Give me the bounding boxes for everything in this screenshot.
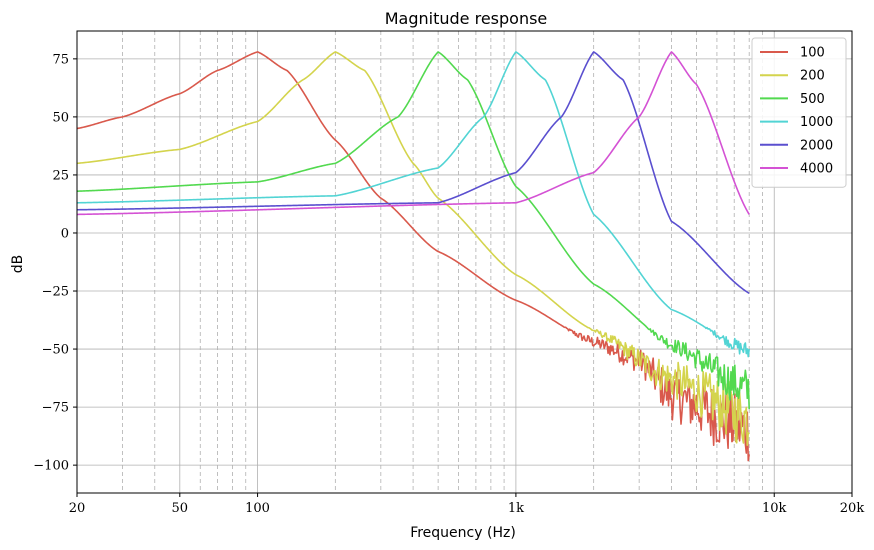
y-tick-label: 50 <box>52 110 69 125</box>
legend-label: 4000 <box>800 162 833 177</box>
y-tick-label: −25 <box>42 285 69 300</box>
x-tick-label: 1k <box>508 501 524 516</box>
legend: 100 200 500 1000 2000 4000 <box>751 37 847 188</box>
y-tick-label: −100 <box>33 459 69 474</box>
y-tick-label: 75 <box>52 52 69 67</box>
chart-title: Magnitude response <box>385 9 548 28</box>
y-axis-label: dB <box>10 255 26 274</box>
series-line-2000 <box>77 51 750 295</box>
legend-label: 1000 <box>800 115 833 130</box>
legend-label: 2000 <box>800 138 833 153</box>
legend-label: 500 <box>800 92 825 107</box>
legend-label: 100 <box>800 46 825 61</box>
x-tick-label: 50 <box>172 501 189 516</box>
y-tick-label: 25 <box>52 168 69 183</box>
series-line-4000 <box>77 51 750 216</box>
series-line-1000 <box>77 51 750 358</box>
series-line-500 <box>77 51 750 410</box>
x-tick-label: 10k <box>762 501 787 516</box>
series-layer <box>77 51 750 462</box>
y-tick-label: −50 <box>42 343 69 358</box>
legend-label: 200 <box>800 69 825 84</box>
x-tick-label: 20 <box>69 501 86 516</box>
y-tick-label: −75 <box>42 401 69 416</box>
series-line-200 <box>77 51 750 447</box>
plot-frame <box>76 30 853 494</box>
x-tick-label: 20k <box>840 501 865 516</box>
tick-layer: 20 50 100 1k 10k 20k 75 50 25 0 −25 −50 −75 −100 <box>33 52 864 516</box>
y-tick-label: 0 <box>61 226 69 241</box>
x-tick-label: 100 <box>245 501 270 516</box>
x-axis-label: Frequency (Hz) <box>410 525 516 541</box>
